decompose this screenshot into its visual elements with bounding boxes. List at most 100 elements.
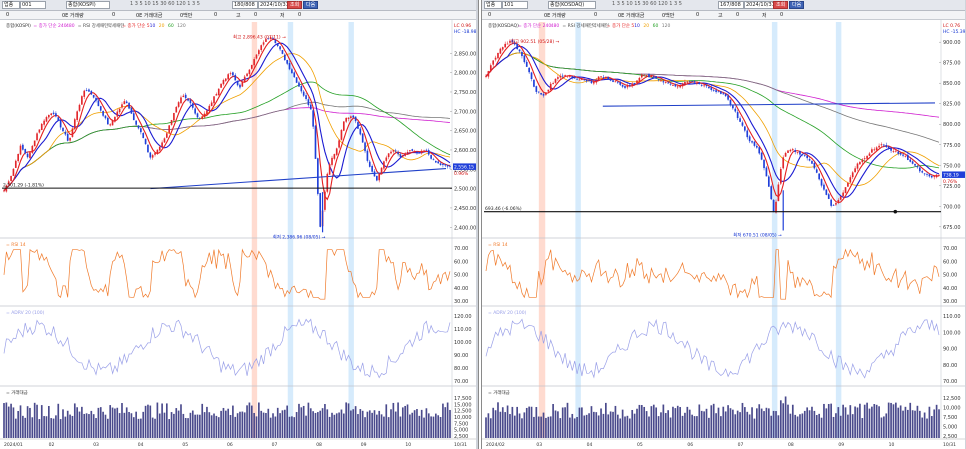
- next-button[interactable]: 다음: [303, 1, 319, 9]
- candle-body: [300, 85, 303, 92]
- candle-body: [442, 164, 444, 166]
- volume-bar: [564, 407, 566, 438]
- volume-bar: [104, 414, 107, 438]
- volume-tick-label: 5,000: [943, 425, 957, 431]
- volume-bar: [727, 405, 729, 438]
- candle-body: [883, 144, 885, 146]
- volume-bar: [535, 407, 538, 438]
- volume-bar: [111, 407, 114, 438]
- volume-bar: [326, 409, 329, 438]
- volume-bar: [614, 405, 617, 438]
- candle-body: [890, 148, 892, 151]
- period-buttons[interactable]: 1 3 5 10 15 30 60 120 1 3 5: [130, 1, 200, 7]
- candle-body: [772, 199, 775, 212]
- period-buttons[interactable]: 1 3 5 10 15 30 60 120 1 3 5: [612, 1, 682, 7]
- candle-body: [703, 85, 705, 87]
- reference-marker: [893, 209, 898, 214]
- candle-body: [767, 176, 770, 187]
- x-tick-label: 05: [637, 442, 643, 448]
- legend-item: 20: [643, 23, 649, 29]
- candle-body: [187, 98, 189, 101]
- candle-body: [411, 149, 414, 151]
- volume-bar: [847, 414, 849, 438]
- left-scrollbar[interactable]: [476, 0, 478, 449]
- market-select[interactable]: 업종: [2, 1, 20, 9]
- right-chart-area[interactable]: 900.00 875.00 850.00 825.00 800.00 775.00 750.…: [482, 20, 966, 449]
- date-input[interactable]: 2024/10/31: [258, 1, 289, 9]
- period-input[interactable]: 167/808: [718, 1, 744, 9]
- code-input[interactable]: 001: [20, 1, 46, 9]
- next-button[interactable]: 다음: [789, 1, 805, 9]
- volume-bar: [892, 404, 895, 438]
- volume-bar: [612, 411, 614, 438]
- volume-bar: [97, 407, 100, 438]
- market-select[interactable]: 업종: [484, 1, 502, 9]
- ma5-line: [485, 42, 940, 204]
- volume-bar: [163, 412, 166, 438]
- candle-body: [97, 100, 100, 107]
- period-input[interactable]: 180/808: [232, 1, 258, 9]
- reference-line-label: 2,501.29 (-1.81%): [3, 183, 44, 189]
- volume-bar: [533, 416, 535, 438]
- candle-body: [342, 121, 345, 131]
- right-toolbar: 업종 101 종합(KOSDAQ) 1 3 5 10 15 30 60 120 …: [482, 0, 966, 11]
- candle-body: [933, 176, 936, 178]
- candle-body: [191, 103, 194, 108]
- x-tick-label: 02: [49, 442, 55, 448]
- candle-body: [147, 144, 149, 153]
- right-quote-row: 0 0E 거래량 0 0E 거래대금 0백만 0 고 0 저 0: [482, 11, 966, 20]
- y-tick-label: 2,700.00: [454, 109, 476, 115]
- volume-bar: [808, 410, 811, 438]
- candle-body: [350, 116, 352, 119]
- candle-body: [621, 84, 624, 87]
- volume-label: = 거래대금: [6, 389, 28, 396]
- candle-body: [340, 129, 343, 140]
- volume-bar: [64, 416, 67, 438]
- volume-bar: [871, 406, 873, 438]
- volume-bar: [26, 406, 29, 438]
- ma10-line: [485, 45, 940, 198]
- candle-body: [427, 150, 430, 155]
- volume-bar: [669, 417, 672, 438]
- candle-body: [878, 145, 880, 148]
- volume-bar: [409, 414, 411, 438]
- volume-bar: [442, 403, 444, 438]
- y-tick-label: 2,600.00: [454, 148, 476, 154]
- code-input[interactable]: 101: [502, 1, 528, 9]
- volume-bar: [887, 402, 890, 438]
- volume-bar: [376, 414, 378, 438]
- volume-bar: [142, 411, 145, 438]
- candle-body: [38, 129, 41, 133]
- volume-bar: [832, 416, 835, 438]
- candle-body: [99, 106, 102, 111]
- candle-body: [26, 153, 29, 158]
- volume-bar: [99, 407, 102, 438]
- volume-bar: [5, 402, 8, 438]
- query-button[interactable]: 조회: [773, 1, 789, 9]
- y-tick-label: 2,800.00: [454, 71, 476, 77]
- left-chart-area[interactable]: 2,850.00 2,800.00 2,750.00 2,700.00 2,650.00…: [0, 20, 478, 449]
- candle-body: [885, 145, 888, 148]
- candle-body: [777, 184, 780, 202]
- x-tick-label: 10/31: [943, 442, 956, 448]
- volume-bar: [813, 410, 816, 438]
- volume-bar: [878, 406, 880, 438]
- candle-body: [612, 80, 614, 82]
- current-price-badge: [453, 163, 476, 170]
- volume-bar: [722, 406, 725, 438]
- candle-body: [140, 128, 142, 133]
- candle-body: [851, 172, 854, 178]
- query-button[interactable]: 조회: [287, 1, 303, 9]
- date-input[interactable]: 2024/10/31: [744, 1, 775, 9]
- volume-bar: [187, 418, 189, 438]
- candle-body: [782, 157, 785, 169]
- volume-bar: [437, 415, 440, 438]
- volume-bar: [691, 414, 693, 438]
- volume-bar: [509, 414, 511, 438]
- candle-body: [73, 119, 76, 129]
- ma10-line: [3, 42, 451, 191]
- volume-bar: [413, 410, 416, 438]
- candle-body: [149, 152, 152, 158]
- candle-body: [916, 166, 919, 168]
- volume-bar: [307, 402, 310, 438]
